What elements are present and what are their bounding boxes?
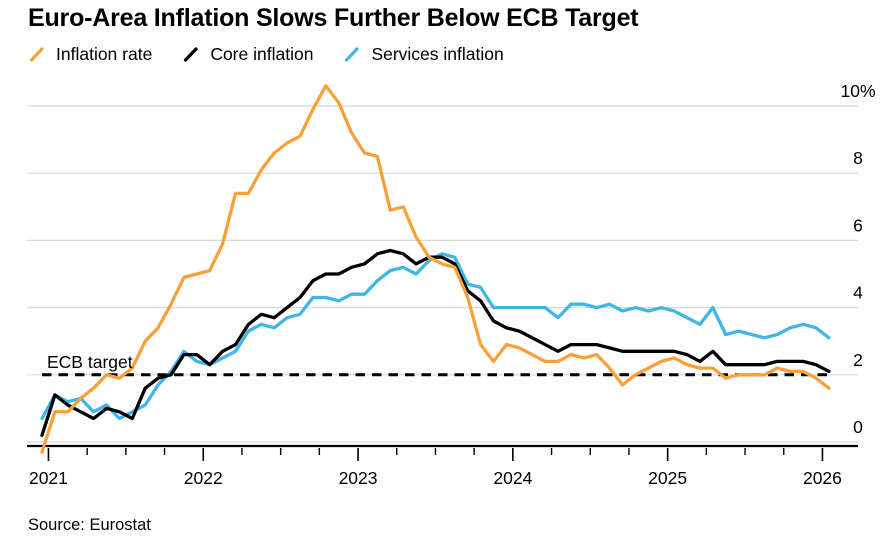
series-line-inflation-rate: [40, 84, 831, 454]
orange-line-swatch-icon: [29, 47, 44, 62]
legend-label: Core inflation: [210, 44, 314, 64]
y-axis-label: 6: [853, 215, 863, 235]
series-line-services-inflation: [40, 252, 831, 421]
source-note: Source: Eurostat: [28, 516, 151, 534]
y-axis-label: 2: [853, 350, 863, 370]
y-axis-label: 4: [853, 283, 863, 303]
legend-item-inflation-rate: Inflation rate: [28, 44, 152, 65]
x-axis-label: 2026: [803, 468, 842, 488]
chart-legend: Inflation rate Core inflation Services i…: [28, 44, 504, 65]
x-axis-label: 2023: [339, 468, 378, 488]
y-axis-label: 0: [853, 417, 863, 437]
x-axis-label: 2022: [184, 468, 223, 488]
black-line-swatch-icon: [184, 47, 198, 62]
x-axis-label: 2021: [29, 468, 68, 488]
legend-item-core-inflation: Core inflation: [182, 44, 313, 65]
legend-label: Services inflation: [371, 44, 504, 64]
chart-title: Euro-Area Inflation Slows Further Below …: [28, 4, 639, 32]
blue-line-swatch-icon: [345, 47, 360, 62]
series-line-core-inflation: [40, 248, 831, 437]
y-axis-label: 8: [853, 148, 863, 168]
ecb-target-annotation: ECB target: [47, 352, 133, 372]
x-axis-label: 2025: [648, 468, 687, 488]
x-axis-label: 2024: [493, 468, 532, 488]
legend-item-services-inflation: Services inflation: [343, 44, 504, 65]
y-axis-label: 10%: [840, 81, 875, 101]
legend-label: Inflation rate: [56, 44, 153, 64]
